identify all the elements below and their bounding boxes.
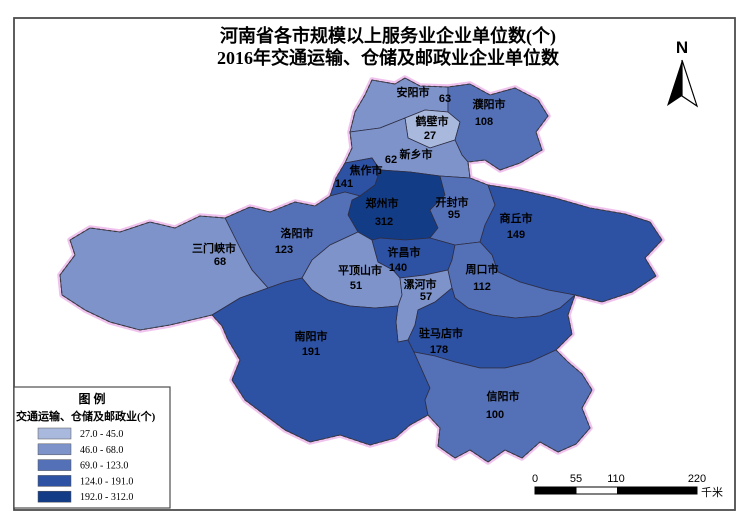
north-arrow: N: [667, 38, 699, 108]
city-label-xuchang: 许昌市: [388, 245, 421, 259]
north-arrow-label: N: [676, 38, 688, 57]
city-value-pingdingshan: 51: [350, 280, 362, 292]
city-value-xuchang: 140: [389, 262, 407, 274]
scale-tick-110: 110: [607, 473, 625, 485]
legend-range-4: 124.0 - 191.0: [80, 476, 133, 487]
map-title-line2: 2016年交通运输、仓储及邮政业企业单位数: [217, 47, 560, 68]
city-value-sanmenxia: 68: [214, 256, 226, 268]
legend-swatch-4: [37, 475, 72, 487]
region-group: [59, 77, 663, 463]
city-label-anyang: 安阳市: [397, 85, 430, 99]
legend-range-2: 46.0 - 68.0: [80, 445, 123, 456]
legend-range-5: 192.0 - 312.0: [80, 492, 133, 503]
scale-bar-segment-2: [617, 487, 697, 494]
city-value-zhengzhou: 312: [375, 216, 393, 228]
scale-unit-label: 千米: [701, 486, 723, 499]
scale-tick-55: 55: [570, 473, 582, 485]
city-value-xinxiang: 62: [385, 154, 397, 166]
city-label-group: 安阳市 63 鹤壁市 27 濮阳市 108 新乡市 62 焦作市 141 郑州市…: [192, 85, 533, 421]
city-value-zhoukou: 112: [473, 281, 491, 293]
legend-swatch-1: [37, 427, 72, 440]
region-puyang: [447, 83, 549, 171]
city-value-nanyang: 191: [302, 346, 320, 358]
north-arrow-left-icon: [667, 60, 682, 106]
city-label-puyang: 濮阳市: [473, 97, 506, 111]
scale-tick-220: 220: [688, 473, 706, 485]
city-label-pingdingshan: 平顶山市: [338, 263, 382, 277]
scale-bar: 0 55 110 220 千米: [532, 473, 723, 499]
city-label-jiaozuo: 焦作市: [349, 163, 383, 177]
city-label-luohe: 漯河市: [404, 277, 437, 291]
city-value-jiaozuo: 141: [335, 178, 353, 190]
city-value-kaifeng: 95: [448, 209, 460, 221]
city-value-xinyang: 100: [486, 409, 504, 421]
city-label-shangqiu: 商丘市: [500, 211, 533, 225]
legend-range-1: 27.0 - 45.0: [80, 429, 123, 440]
legend-swatch-2: [37, 443, 72, 456]
scale-bar-segment-1: [535, 487, 577, 494]
north-arrow-right-icon: [681, 59, 699, 108]
legend-title: 图 例: [78, 391, 105, 406]
city-value-anyang: 63: [439, 93, 451, 105]
city-label-luoyang: 洛阳市: [281, 226, 314, 240]
map-title-line1: 河南省各市规模以上服务业企业单位数(个): [220, 25, 556, 47]
legend-swatch-3: [37, 459, 72, 471]
legend-range-3: 69.0 - 123.0: [80, 461, 128, 472]
city-label-kaifeng: 开封市: [436, 195, 469, 209]
legend: 图 例 交通运输、仓储及邮政业(个) 27.0 - 45.0 46.0 - 68…: [13, 386, 171, 509]
city-label-xinxiang: 新乡市: [400, 147, 433, 161]
city-label-hebi: 鹤壁市: [416, 114, 449, 128]
city-value-shangqiu: 149: [507, 229, 525, 241]
scale-tick-0: 0: [532, 473, 538, 485]
city-value-zhumadian: 178: [430, 344, 448, 356]
city-label-xinyang: 信阳市: [487, 389, 520, 403]
legend-swatch-5: [37, 490, 72, 503]
city-label-zhumadian: 驻马店市: [419, 326, 463, 340]
legend-subtitle: 交通运输、仓储及邮政业(个): [16, 409, 156, 423]
city-label-zhoukou: 周口市: [466, 262, 499, 276]
city-label-nanyang: 南阳市: [295, 329, 328, 343]
city-value-luoyang: 123: [275, 244, 293, 256]
city-value-hebi: 27: [424, 130, 436, 142]
province-boundary-dashed: [59, 77, 663, 463]
city-value-puyang: 108: [475, 116, 493, 128]
city-value-luohe: 57: [420, 291, 432, 303]
city-label-sanmenxia: 三门峡市: [192, 241, 236, 255]
region-xinyang: [413, 349, 593, 463]
city-label-zhengzhou: 郑州市: [366, 196, 399, 210]
